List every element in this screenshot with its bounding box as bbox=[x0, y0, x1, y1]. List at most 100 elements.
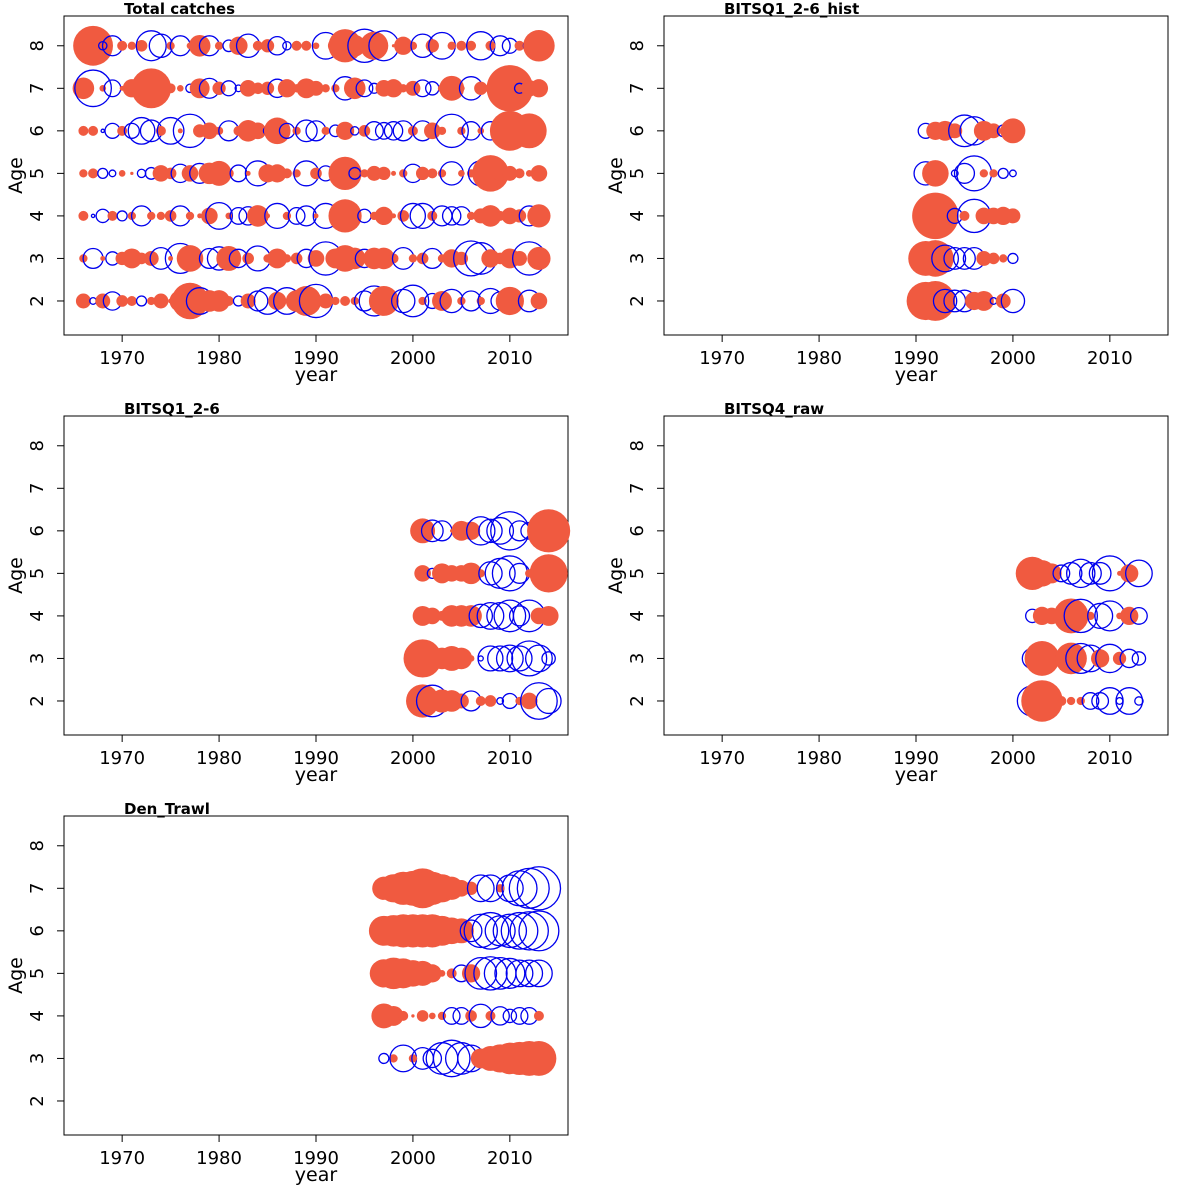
y-tick-label: 4 bbox=[627, 610, 648, 621]
y-tick-label: 4 bbox=[27, 610, 48, 621]
negative-residual-bubble bbox=[136, 168, 147, 179]
negative-residual-bubble bbox=[1088, 561, 1112, 585]
positive-residual-bubble bbox=[368, 286, 399, 316]
positive-residual-bubble bbox=[156, 211, 166, 221]
x-tick-label: 1980 bbox=[196, 1148, 242, 1169]
positive-residual-bubble bbox=[107, 210, 118, 221]
positive-residual-bubble bbox=[155, 125, 166, 136]
x-tick-label: 2000 bbox=[390, 1148, 436, 1169]
positive-residual-bubble bbox=[116, 295, 128, 307]
positive-residual-bubble bbox=[197, 213, 203, 219]
negative-residual-bubble bbox=[541, 651, 556, 666]
positive-residual-bubble bbox=[437, 169, 447, 178]
positive-residual-bubble bbox=[922, 160, 949, 187]
positive-residual-bubble bbox=[425, 39, 439, 53]
negative-residual-bubble bbox=[205, 201, 234, 230]
negative-residual-bubble bbox=[520, 682, 558, 720]
positive-residual-bubble bbox=[126, 295, 137, 306]
positive-residual-bubble bbox=[291, 40, 302, 51]
positive-residual-bubble bbox=[1005, 208, 1021, 224]
positive-residual-bubble bbox=[223, 295, 234, 306]
x-tick-label: 2010 bbox=[487, 348, 533, 369]
positive-residual-bubble bbox=[1091, 649, 1110, 668]
negative-residual-bubble bbox=[396, 284, 430, 318]
positive-residual-bubble bbox=[527, 509, 571, 553]
positive-residual-bubble bbox=[458, 170, 465, 177]
positive-residual-bubble bbox=[121, 248, 142, 269]
positive-residual-bubble bbox=[328, 156, 362, 190]
positive-residual-bubble bbox=[411, 1014, 415, 1018]
positive-residual-bubble bbox=[73, 25, 113, 66]
positive-residual-bubble bbox=[527, 204, 551, 228]
positive-residual-bubble bbox=[520, 692, 538, 710]
positive-residual-bubble bbox=[514, 40, 525, 51]
positive-residual-bubble bbox=[366, 165, 382, 181]
y-tick-label: 8 bbox=[627, 440, 648, 451]
positive-residual-bubble bbox=[1056, 695, 1067, 706]
positive-residual-bubble bbox=[461, 521, 481, 540]
positive-residual-bubble bbox=[447, 41, 456, 50]
positive-residual-bubble bbox=[912, 192, 959, 240]
positive-residual-bubble bbox=[472, 155, 509, 192]
positive-residual-bubble bbox=[1021, 680, 1063, 722]
positive-residual-bubble bbox=[501, 207, 519, 225]
positive-residual-bubble bbox=[514, 168, 525, 179]
positive-residual-bubble bbox=[1000, 118, 1026, 144]
positive-residual-bubble bbox=[476, 569, 485, 578]
positive-residual-bubble bbox=[446, 968, 457, 979]
positive-residual-bubble bbox=[438, 970, 446, 977]
positive-residual-bubble bbox=[79, 169, 88, 178]
positive-residual-bubble bbox=[973, 291, 994, 311]
negative-residual-bubble bbox=[294, 119, 318, 143]
negative-residual-bubble bbox=[127, 116, 156, 145]
positive-residual-bubble bbox=[538, 605, 559, 626]
positive-residual-bubble bbox=[484, 695, 497, 707]
negative-residual-bubble bbox=[500, 911, 539, 950]
positive-residual-bubble bbox=[394, 36, 413, 55]
negative-residual-bubble bbox=[1008, 169, 1017, 178]
positive-residual-bubble bbox=[530, 292, 548, 310]
x-tick-label: 2000 bbox=[990, 748, 1036, 769]
positive-residual-bubble bbox=[131, 68, 172, 109]
positive-residual-bubble bbox=[456, 40, 467, 51]
negative-residual-bubble bbox=[508, 520, 531, 542]
negative-residual-bubble bbox=[1129, 606, 1148, 625]
positive-residual-bubble bbox=[523, 30, 555, 62]
y-tick-label: 5 bbox=[27, 168, 48, 179]
positive-residual-bubble bbox=[999, 254, 1008, 263]
bubble-group bbox=[72, 25, 555, 320]
positive-residual-bubble bbox=[265, 213, 271, 219]
bubble-panel: BITSQ1_2-6_hist 1970 1980 1990 2000 2010 2 3 4 5 6… bbox=[605, 0, 1169, 386]
positive-residual-bubble bbox=[428, 1012, 436, 1020]
y-tick-label: 3 bbox=[627, 653, 648, 664]
negative-residual-bubble bbox=[267, 35, 288, 56]
positive-residual-bubble bbox=[427, 168, 438, 179]
x-tick-label: 1970 bbox=[699, 748, 745, 769]
y-tick-label: 3 bbox=[27, 1053, 48, 1064]
bubble-panel: Den_Trawl 1970 1980 1990 2000 2010 2 3 4 5 6 7 8 year… bbox=[5, 800, 569, 1186]
positive-residual-bubble bbox=[268, 291, 287, 311]
positive-residual-bubble bbox=[423, 964, 442, 983]
positive-residual-bubble bbox=[416, 1010, 429, 1022]
negative-residual-bubble bbox=[432, 1039, 471, 1078]
negative-residual-bubble bbox=[1066, 558, 1096, 589]
positive-residual-bubble bbox=[405, 80, 421, 96]
negative-residual-bubble bbox=[1115, 687, 1144, 715]
negative-residual-bubble bbox=[1124, 559, 1153, 588]
x-tick-label: 2000 bbox=[390, 748, 436, 769]
positive-residual-bubble bbox=[384, 79, 403, 98]
negative-residual-bubble bbox=[434, 113, 469, 149]
negative-residual-bubble bbox=[518, 910, 560, 952]
y-axis-label: Age bbox=[605, 557, 627, 594]
panel-title: BITSQ1_2-6_hist bbox=[724, 0, 859, 18]
positive-residual-bubble bbox=[176, 245, 204, 272]
y-tick-label: 7 bbox=[27, 483, 48, 494]
positive-residual-bubble bbox=[239, 80, 257, 97]
y-tick-label: 2 bbox=[27, 295, 48, 306]
positive-residual-bubble bbox=[515, 296, 524, 306]
positive-residual-bubble bbox=[1042, 691, 1061, 711]
x-axis-label: year bbox=[895, 364, 938, 386]
positive-residual-bubble bbox=[72, 77, 95, 100]
positive-residual-bubble bbox=[976, 250, 992, 266]
